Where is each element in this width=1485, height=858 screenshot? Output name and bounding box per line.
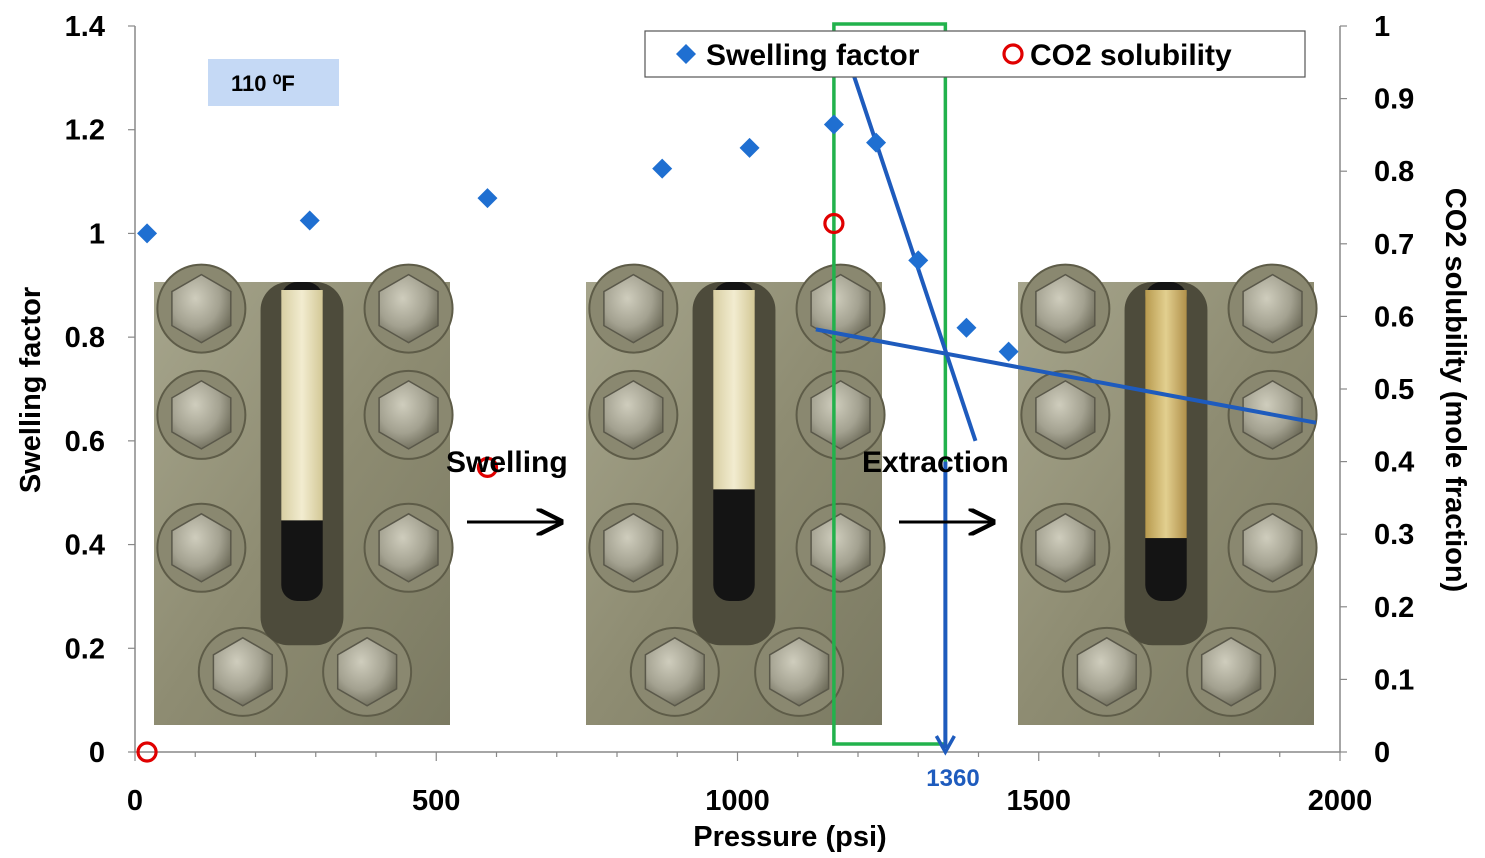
swelling-point	[299, 210, 320, 231]
bolt-head	[171, 512, 232, 583]
legend: Swelling factor CO2 solubility	[644, 30, 1306, 78]
bolt-head	[212, 636, 273, 707]
bolt-head	[1035, 512, 1096, 583]
y-tick-label: 0.4	[65, 530, 105, 562]
bolt-head	[171, 273, 232, 344]
trend-line-1	[844, 51, 978, 442]
y2-tick-label: 0.7	[1374, 229, 1414, 261]
sample-column	[713, 290, 755, 490]
sample-column	[1145, 290, 1187, 539]
bolt-head	[378, 273, 439, 344]
bolt-head	[1242, 273, 1303, 344]
marker-value-label: 1360	[926, 765, 979, 792]
y-axis-title: Swelling factor	[15, 287, 47, 493]
sample-column	[281, 290, 323, 521]
y-tick-label: 0.6	[65, 426, 105, 458]
y2-tick-label: 0.6	[1374, 301, 1414, 333]
bolt-head	[378, 512, 439, 583]
cell-photo-1	[154, 263, 454, 725]
bolt-head	[768, 636, 830, 707]
x-tick-label: 0	[127, 785, 143, 817]
swelling-point	[866, 132, 887, 153]
bolt-head	[644, 636, 705, 707]
y2-tick-label: 0	[1374, 737, 1390, 769]
swelling-label: Swelling	[446, 446, 568, 479]
y2-tick-label: 0.8	[1374, 156, 1414, 188]
bolt-head	[810, 273, 871, 344]
y2-tick-label: 0.2	[1374, 592, 1414, 624]
y2-tick-label: 0.9	[1374, 84, 1414, 116]
y2-tick-label: 0.4	[1374, 447, 1414, 479]
x-tick-label: 500	[412, 785, 460, 817]
swelling-point	[956, 317, 977, 338]
swelling-point	[477, 188, 498, 209]
cell-photo-3	[1018, 263, 1318, 725]
extraction-label: Extraction	[862, 446, 1009, 479]
y-tick-label: 1.2	[65, 115, 105, 147]
legend-box	[644, 30, 1306, 78]
swelling-annotation: Swelling	[446, 446, 568, 522]
extraction-annotation: Extraction	[862, 446, 1009, 522]
temperature-label: 110 ⁰F	[231, 71, 295, 96]
y-tick-label: 1	[89, 218, 105, 250]
bolt-head	[336, 636, 398, 707]
temperature-box	[208, 59, 339, 106]
marker-arrowhead	[934, 735, 956, 756]
swelling-point	[823, 114, 844, 135]
solubility-point	[823, 212, 845, 235]
cell-photo-2	[586, 263, 886, 725]
legend-solubility-marker	[1002, 43, 1024, 65]
y2-axis-title: CO2 solubility (mole fraction)	[1439, 188, 1471, 592]
bolt-head	[603, 380, 664, 450]
swelling-point	[137, 223, 158, 244]
solubility-point	[476, 456, 499, 479]
bolt-head	[1200, 636, 1262, 707]
swelling-point	[652, 158, 673, 179]
y-tick-label: 0.8	[65, 322, 105, 354]
y-tick-label: 0	[89, 737, 105, 769]
temperature-badge: 110 ⁰F	[208, 59, 339, 106]
y2-tick-label: 1	[1374, 11, 1390, 43]
y2-tick-label: 0.3	[1374, 519, 1414, 551]
highlight-box	[832, 22, 948, 746]
bolt-head	[378, 380, 439, 450]
y2-tick-label: 0.1	[1374, 664, 1414, 696]
bolt-head	[1242, 512, 1303, 583]
x-tick-label: 1000	[705, 785, 770, 817]
trend-line-2	[815, 327, 1317, 425]
bolt-head	[171, 380, 232, 450]
x-tick-label: 2000	[1308, 785, 1373, 817]
swelling-point	[739, 137, 760, 158]
bolt-head	[603, 273, 664, 344]
x-axis-title: Pressure (psi)	[693, 821, 886, 853]
legend-swelling-marker	[676, 44, 696, 64]
solubility-point	[136, 741, 158, 763]
y-tick-label: 0.2	[65, 633, 105, 665]
y-tick-label: 1.4	[65, 11, 105, 43]
legend-solubility-label: CO2 solubility	[1030, 39, 1232, 72]
bolt-head	[1076, 636, 1137, 707]
bolt-head	[1035, 273, 1096, 344]
bolt-head	[810, 380, 871, 450]
swelling-point	[998, 341, 1019, 362]
y2-tick-label: 0.5	[1374, 374, 1414, 406]
bolt-head	[1035, 380, 1096, 450]
x-tick-label: 1500	[1006, 785, 1071, 817]
legend-swelling-label: Swelling factor	[706, 39, 920, 72]
bolt-head	[810, 512, 871, 583]
bolt-head	[603, 512, 664, 583]
swelling-point	[908, 250, 929, 271]
